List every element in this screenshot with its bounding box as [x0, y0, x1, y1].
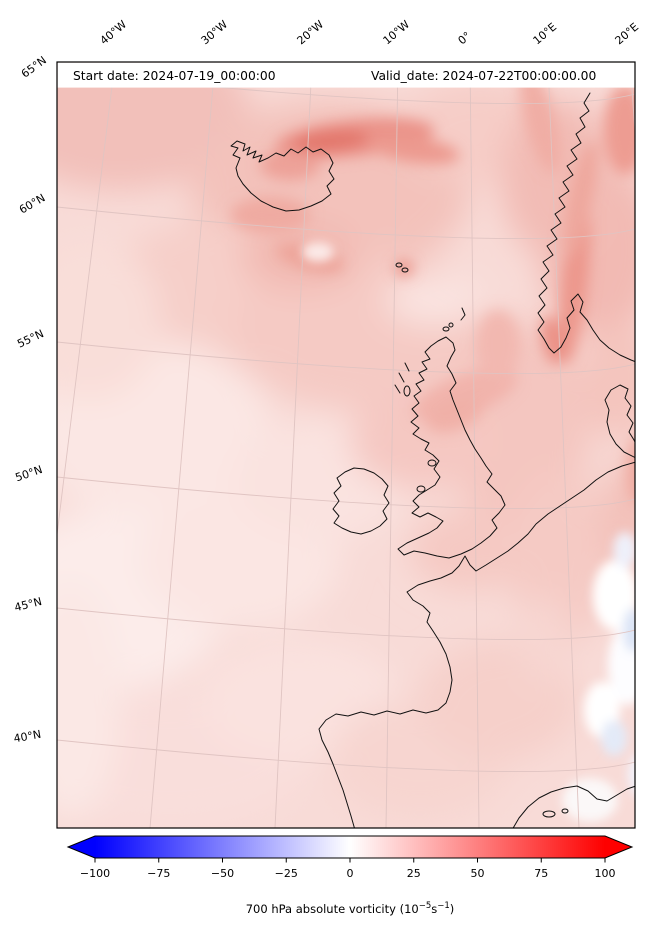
lat-tick-label: 45°N	[13, 595, 43, 614]
danish-island	[641, 422, 647, 428]
hebrides-islands	[394, 362, 410, 394]
coastline-continental-europe	[318, 461, 635, 828]
gridline-meridian	[274, 62, 313, 828]
coastline-great-britain	[397, 336, 506, 559]
colorbar-tick-labels: −100 −75 −50 −25 0 25 50 75 100	[80, 867, 616, 880]
colorbar-tick-label: 0	[347, 867, 354, 880]
colorbar-tick-label: −50	[211, 867, 234, 880]
colorbar-tick-label: −25	[275, 867, 298, 880]
lon-tick-labels: 40°W 30°W 20°W 10°W 0° 10°E 20°E	[98, 18, 642, 48]
coastline-denmark	[604, 384, 635, 459]
lon-tick-label: 10°E	[531, 20, 560, 47]
lon-tick-label: 10°W	[381, 18, 413, 48]
colorbar-tick-label: 100	[595, 867, 616, 880]
lon-tick-label: 20°E	[613, 20, 642, 47]
faroe-island	[395, 262, 403, 268]
coastline-iceland	[230, 140, 335, 212]
colorbar-ticks	[94, 858, 606, 863]
gridline-parallel	[57, 607, 635, 641]
valid-date-label: Valid_date: 2024-07-22T00:00:00.00	[371, 69, 596, 83]
orkney-island	[442, 326, 450, 332]
colorbar-label: 700 hPa absolute vorticity (10−5s−1)	[246, 901, 455, 916]
lon-tick-label: 0°	[456, 29, 474, 47]
orkney-island	[448, 322, 454, 328]
lon-tick-label: 20°W	[295, 18, 327, 48]
hebrides-island	[403, 385, 411, 397]
coastline-norway	[537, 92, 635, 363]
colorbar-right-arrow	[605, 836, 632, 858]
isle-of-man	[427, 459, 437, 467]
danish-island	[636, 434, 644, 440]
lat-tick-label: 60°N	[17, 191, 48, 216]
colorbar-tick-label: −100	[80, 867, 110, 880]
colorbar-gradient	[95, 836, 605, 858]
gridline-meridian	[469, 62, 480, 828]
date-strip	[57, 62, 635, 88]
gridline-parallel	[57, 476, 635, 510]
lon-tick-label: 30°W	[199, 18, 231, 48]
vorticity-minima-patches	[302, 242, 635, 822]
coastline-ireland	[332, 467, 390, 535]
start-date-label: Start date: 2024-07-19_00:00:00	[73, 69, 276, 83]
lat-tick-label: 65°N	[19, 54, 49, 81]
gridline-parallel	[57, 341, 635, 375]
shetland-island	[460, 307, 466, 321]
balearic-island	[542, 810, 556, 818]
gridline-parallel	[57, 739, 635, 773]
colorbar-tick-label: 75	[534, 867, 548, 880]
colorbar-left-arrow	[68, 836, 95, 858]
map-frame	[56, 61, 636, 829]
colorbar: −100 −75 −50 −25 0 25 50 75 100 700 hPa …	[66, 835, 634, 916]
lat-tick-labels: 65°N 60°N 55°N 50°N 45°N 40°N	[13, 54, 49, 746]
colorbar-tick-label: 50	[471, 867, 485, 880]
coastline-mediterranean	[512, 785, 635, 828]
colorbar-tick-label: −75	[147, 867, 170, 880]
gridline-parallel	[57, 206, 635, 240]
balearic-island	[561, 808, 569, 814]
gridline-meridian	[547, 62, 580, 828]
faroe-island	[401, 267, 409, 273]
gridline-meridian	[385, 62, 399, 828]
vorticity-maxima-streaks	[230, 66, 635, 504]
gridline-meridian	[57, 62, 116, 539]
lon-tick-label: 40°W	[98, 18, 130, 48]
lat-tick-label: 50°N	[14, 463, 44, 484]
lat-tick-label: 40°N	[13, 728, 43, 746]
lat-tick-label: 55°N	[15, 327, 46, 351]
gridline-meridian	[149, 62, 216, 828]
graticule	[57, 62, 635, 828]
anglesey-island	[416, 485, 426, 493]
colorbar-tick-label: 25	[407, 867, 421, 880]
